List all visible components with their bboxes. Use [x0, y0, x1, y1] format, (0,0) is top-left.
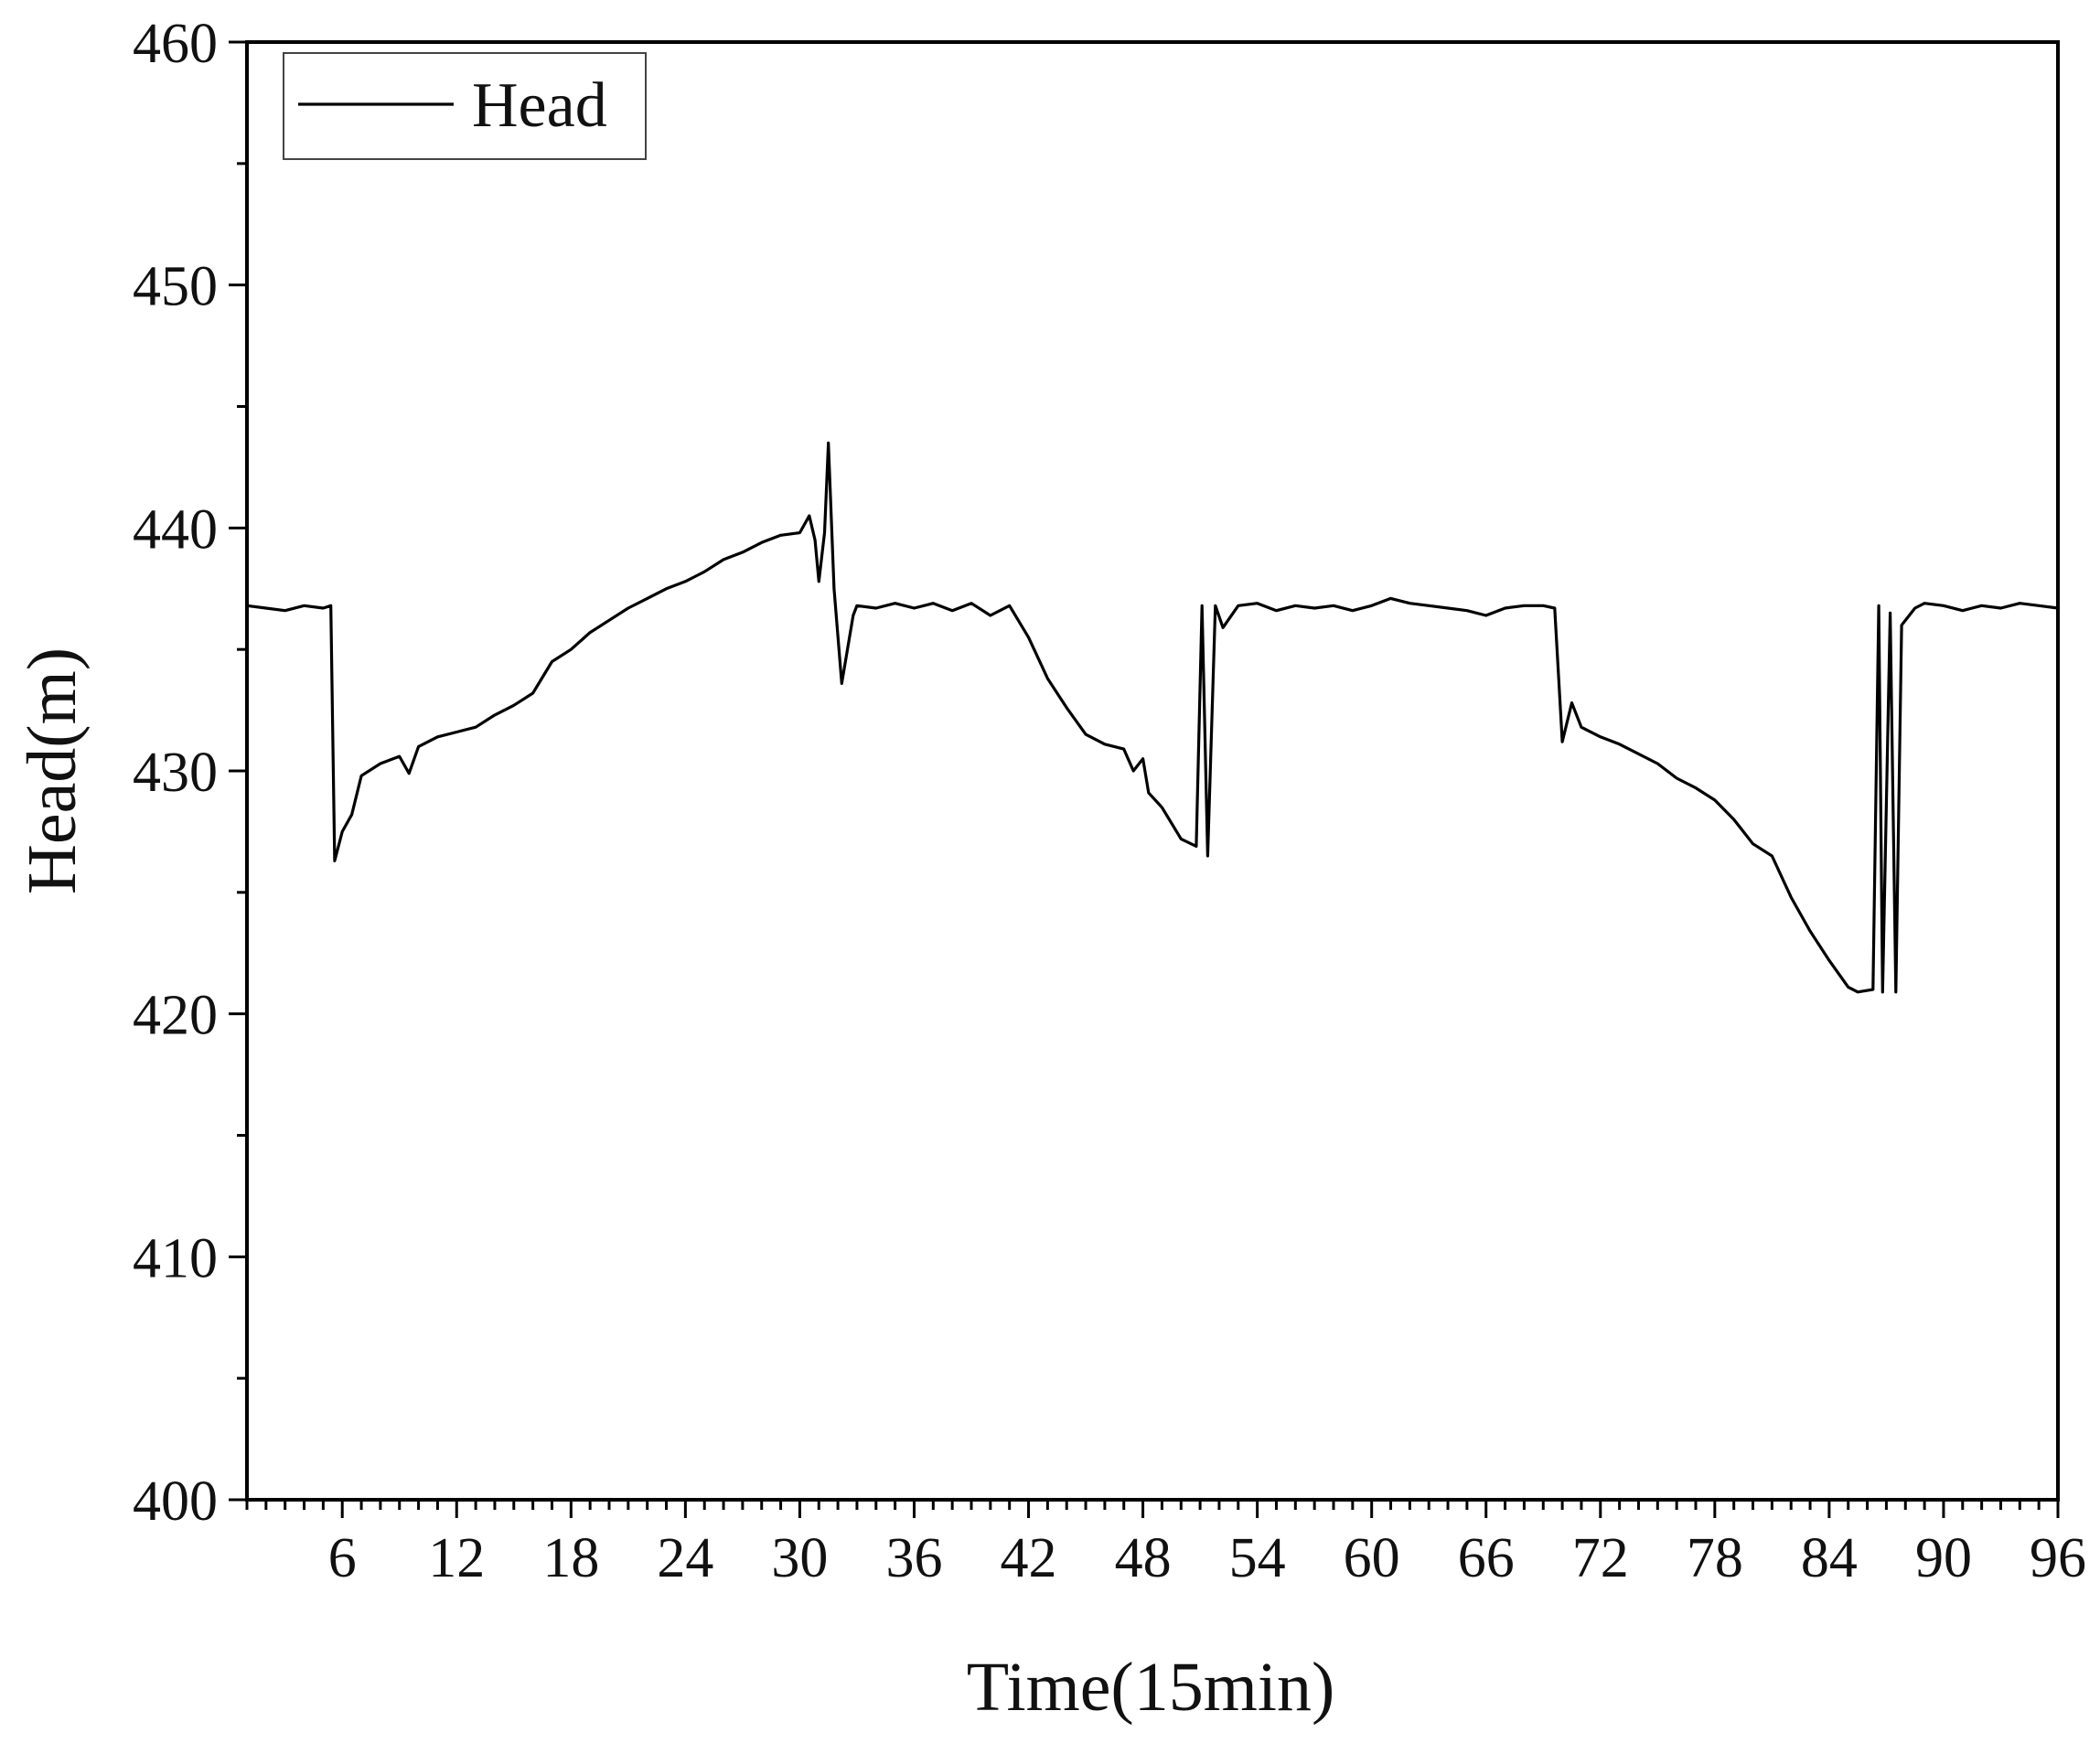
x-tick-label: 78 [1687, 1527, 1743, 1589]
y-axis: 400 410 420 430 440 450 460 [133, 13, 247, 1533]
x-tick-label: 42 [1001, 1527, 1057, 1589]
x-tick-label: 12 [428, 1527, 485, 1589]
plot-frame [245, 40, 2060, 1502]
x-tick-label: 90 [1915, 1527, 1972, 1589]
x-tick-label: 36 [885, 1527, 942, 1589]
x-tick-label: 30 [771, 1527, 828, 1589]
x-tick-label: 24 [657, 1527, 713, 1589]
x-tick-label: 96 [2030, 1527, 2086, 1589]
x-tick-label: 48 [1115, 1527, 1172, 1589]
y-tick-label: 410 [133, 1227, 218, 1289]
x-tick-label: 66 [1458, 1527, 1515, 1589]
y-tick-label: 440 [133, 498, 218, 561]
y-tick-label: 430 [133, 742, 218, 804]
x-tick-label: 54 [1229, 1527, 1286, 1589]
x-tick-label: 6 [328, 1527, 357, 1589]
y-tick-label: 460 [133, 13, 218, 75]
y-axis-title: Head(m) [14, 647, 91, 894]
x-tick-label: 60 [1344, 1527, 1400, 1589]
x-tick-label: 72 [1572, 1527, 1629, 1589]
x-tick-label: 84 [1801, 1527, 1858, 1589]
legend-box [283, 52, 647, 160]
legend-label-head: Head [472, 70, 607, 141]
x-axis-title: Time(15min) [967, 1649, 1335, 1726]
y-tick-label: 400 [133, 1470, 218, 1533]
x-tick-label: 18 [542, 1527, 599, 1589]
legend: Head [283, 52, 647, 160]
y-tick-label: 450 [133, 256, 218, 318]
x-axis: 6 12 18 24 30 36 42 48 54 60 66 72 78 84 90 96 [245, 1500, 2086, 1589]
y-tick-label: 420 [133, 985, 218, 1047]
series-line-head [246, 441, 2059, 994]
